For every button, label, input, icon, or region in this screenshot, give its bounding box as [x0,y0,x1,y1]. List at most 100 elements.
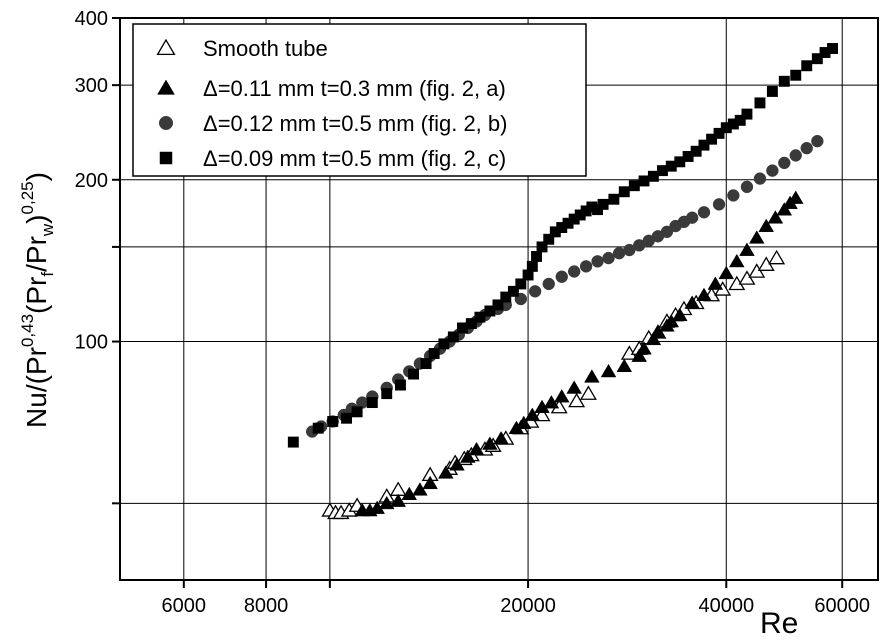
data-point [493,431,509,445]
data-point [574,209,586,221]
data-point [707,276,724,290]
data-point [665,160,677,172]
x-tick-label: 8000 [244,595,289,617]
data-point [602,251,615,265]
data-points [287,43,838,520]
x-axis-label: Re [760,607,798,635]
data-point [591,255,604,268]
data-point [351,406,363,418]
axis-ticks: 6000 8000 20000 40000 60000 100 200 300 400 [75,8,870,617]
data-point [533,406,551,422]
data-point [741,108,753,120]
data-point [579,260,593,273]
data-point [758,218,775,232]
data-point [720,122,732,134]
data-point [800,141,813,155]
data-point [727,118,739,130]
data-point [449,457,465,471]
data-point [754,97,766,109]
plot-frame [119,17,879,581]
data-point [566,380,582,394]
data-point [638,175,650,187]
legend-label-series-c: Δ=0.09 mm t=0.5 mm (fig. 2, c) [203,146,506,171]
data-point [543,233,555,245]
data-point [390,493,407,507]
data-point [524,407,541,421]
data-point [474,311,486,323]
data-point [778,75,790,87]
data-point [811,134,824,148]
data-point [312,422,324,434]
data-point [584,369,600,383]
y-tick-label: 100 [75,332,108,354]
data-point [712,198,726,211]
data-point [579,385,597,400]
data-point [401,486,418,501]
data-point [685,211,699,224]
data-point [718,265,735,280]
data-point [778,156,791,170]
data-point [647,170,659,182]
data-point [460,449,476,463]
data-point [327,416,339,427]
legend-markers [156,38,176,165]
data-point [422,475,438,490]
data-point [528,285,542,298]
data-point [492,299,504,311]
data-point [650,324,666,339]
legend-marker [157,79,175,95]
data-point [394,379,406,391]
data-point [682,151,694,162]
data-point [482,436,498,450]
data-point [515,278,527,290]
data-point [567,265,581,278]
x-tick-label: 6000 [162,595,207,617]
x-tick-label: 40000 [698,595,754,617]
data-point [568,213,580,225]
data-point [690,145,702,157]
data-point [542,277,555,291]
data-point [672,307,688,321]
data-point [341,412,352,424]
data-point [790,69,802,81]
y-axis-label: Nu/(Pr0,43(Prf/Prw)0,25) [18,172,57,428]
data-point [631,348,647,362]
data-point [645,331,662,346]
data-point [468,441,485,456]
data-point [787,190,804,204]
legend-box [132,23,587,177]
data-point [457,322,468,334]
y-tick-label: 200 [75,170,108,192]
data-point [616,358,633,372]
data-point [628,180,640,192]
data-point [428,348,440,359]
data-point [727,189,740,202]
y-tick-label: 300 [75,75,108,97]
data-point [378,495,395,510]
x-tick-label: 20000 [500,595,556,617]
data-point [684,295,700,309]
data-point [674,156,686,168]
data-point [465,318,477,330]
data-point [801,60,813,72]
series-2 [354,190,804,517]
y-tick-label: 400 [75,8,108,30]
data-point [748,230,765,244]
legend-label-smooth-tube: Smooth tube [203,36,328,61]
data-point [729,253,745,268]
data-point [438,338,450,350]
data-point [389,481,407,496]
x-tick-label: 60000 [814,595,870,617]
legend: Smooth tube Δ=0.11 mm t=0.3 mm (fig. 2, … [132,23,587,177]
data-point [556,222,568,233]
data-point [568,392,586,408]
data-point [515,415,532,429]
data-point [366,397,378,409]
data-point [819,47,831,58]
data-point [698,139,710,151]
data-point [438,465,454,479]
data-point [408,368,420,380]
data-point [738,270,756,285]
data-point [553,389,570,403]
data-point [500,291,512,303]
